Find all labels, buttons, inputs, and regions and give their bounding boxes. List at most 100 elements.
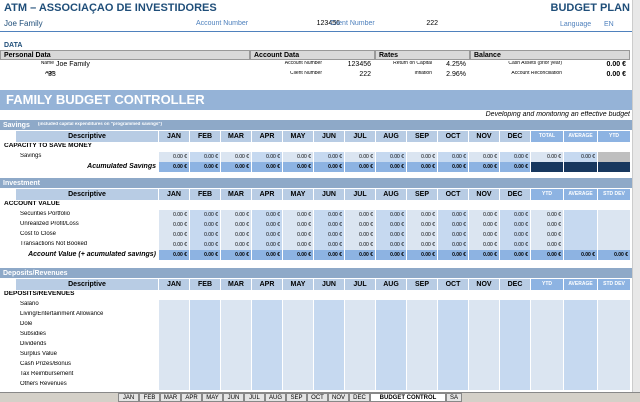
cell <box>159 340 189 350</box>
cell <box>283 300 313 310</box>
section-bar: Investment <box>0 178 632 188</box>
column-header: OCT <box>438 189 468 200</box>
cell: 0.00 € <box>314 210 344 220</box>
label: Language <box>560 21 592 28</box>
cell <box>283 340 313 350</box>
cell <box>221 300 251 310</box>
column-header: AVERAGE <box>564 279 597 290</box>
cell <box>345 370 375 380</box>
cell: 0.00 € <box>221 152 251 162</box>
sheet-tab[interactable]: SEP <box>286 393 307 402</box>
cell <box>564 380 597 390</box>
row-label: Others Revenues <box>20 381 67 387</box>
cell <box>345 340 375 350</box>
sheet-tab[interactable]: JUL <box>244 393 265 402</box>
sheet-tab[interactable]: JUN <box>223 393 244 402</box>
cell: 0.00 € <box>190 162 220 172</box>
sheet-tab[interactable]: JAN <box>118 393 139 402</box>
cell <box>314 310 344 320</box>
sheet-tab[interactable]: OCT <box>307 393 328 402</box>
cell <box>221 320 251 330</box>
sheet-tab[interactable]: FEB <box>139 393 160 402</box>
cell <box>598 162 630 172</box>
column-header: NOV <box>469 279 499 290</box>
cell <box>190 380 220 390</box>
cell <box>345 320 375 330</box>
scrollbar <box>632 0 640 392</box>
cell <box>376 360 406 370</box>
sheet-tab[interactable]: DEC <box>349 393 370 402</box>
cell: 0.00 € <box>221 162 251 172</box>
sheet-tab[interactable]: NOV <box>328 393 349 402</box>
cell <box>190 310 220 320</box>
cell <box>564 320 597 330</box>
cell: 0.00 € <box>190 220 220 230</box>
cell <box>500 380 530 390</box>
row-label: Subsidies <box>20 331 47 337</box>
cell: 0.00 € <box>564 152 597 162</box>
cell <box>376 380 406 390</box>
cell: 0.00 € <box>283 210 313 220</box>
sheet-tab[interactable]: MAR <box>160 393 181 402</box>
sheet-tab[interactable]: AUG <box>265 393 286 402</box>
cell <box>190 340 220 350</box>
label: Account Reconciliation <box>511 71 562 76</box>
cell <box>438 350 468 360</box>
column-header: JUL <box>345 189 375 200</box>
column-header: DEC <box>500 279 530 290</box>
cell: 0.00 € <box>376 152 406 162</box>
cell: 0.00 € <box>469 250 499 260</box>
column-header: Descriptive <box>16 279 158 290</box>
sheet-tab[interactable]: BUDGET CONTROL <box>370 393 446 402</box>
cell: 0.00 € <box>531 220 563 230</box>
cell <box>159 330 189 340</box>
cell: 0.00 € <box>469 210 499 220</box>
column-header: AUG <box>376 131 406 142</box>
cell: 0.00 € <box>283 230 313 240</box>
cell <box>598 320 630 330</box>
value: 0.00 € <box>606 71 626 78</box>
cell <box>221 330 251 340</box>
cell: 0.00 € <box>190 152 220 162</box>
cell: 0.00 € <box>469 220 499 230</box>
cell <box>376 350 406 360</box>
sheet-tab[interactable]: MAY <box>202 393 223 402</box>
cell <box>500 340 530 350</box>
row-label: Dividends <box>20 341 47 347</box>
cell <box>283 380 313 390</box>
label: Name <box>40 61 54 66</box>
cell: 0.00 € <box>252 152 282 162</box>
cell: 0.00 € <box>469 152 499 162</box>
cell <box>531 340 563 350</box>
cell <box>469 370 499 380</box>
column-header: MAR <box>221 279 251 290</box>
cell: 0.00 € <box>190 240 220 250</box>
cell: 0.00 € <box>159 162 189 172</box>
cell: 0.00 € <box>438 210 468 220</box>
cell <box>469 360 499 370</box>
cell <box>376 320 406 330</box>
cell <box>564 162 597 172</box>
row-label: Surplus Value <box>20 351 57 357</box>
cell: 0.00 € <box>407 162 437 172</box>
sheet-tab[interactable]: APR <box>181 393 202 402</box>
cell <box>438 300 468 310</box>
cell: 0.00 € <box>438 230 468 240</box>
cell <box>376 370 406 380</box>
sheet-tab[interactable]: SA <box>446 393 462 402</box>
cell <box>314 320 344 330</box>
cell <box>283 320 313 330</box>
cell <box>469 340 499 350</box>
cell: 0.00 € <box>345 152 375 162</box>
row-label: Living/Entertainment Allowance <box>20 311 104 317</box>
group-label: ACCOUNT VALUE <box>4 201 60 207</box>
value: 2.96% <box>446 71 466 78</box>
cell <box>500 310 530 320</box>
cell <box>564 330 597 340</box>
data-title: DATA <box>4 42 23 49</box>
cell <box>221 370 251 380</box>
cell <box>221 360 251 370</box>
rule <box>0 31 632 32</box>
cell <box>531 320 563 330</box>
cell <box>598 152 630 162</box>
